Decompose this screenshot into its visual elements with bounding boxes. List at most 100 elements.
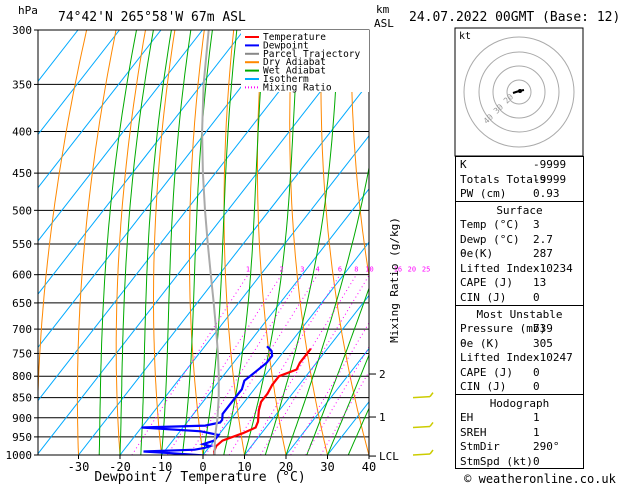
wet-adiabat bbox=[264, 30, 340, 455]
legend-label: Temperature bbox=[263, 32, 326, 43]
wet-adiabat bbox=[327, 353, 369, 455]
surface-key: Temp (°C) bbox=[460, 218, 520, 231]
km-axis: 1 2 LCL bbox=[368, 30, 399, 463]
mixing-ratio-line bbox=[305, 345, 369, 455]
series-line-temperature bbox=[212, 348, 312, 455]
copyright: © weatheronline.co.uk bbox=[464, 472, 616, 486]
isotherm bbox=[38, 30, 120, 136]
isotherm bbox=[244, 294, 369, 455]
wind-barb-tick bbox=[429, 422, 434, 427]
x-tick-label: 30 bbox=[320, 460, 334, 474]
legend-label: Parcel Trajectory bbox=[263, 49, 361, 60]
location-title: 74°42'N 265°58'W 67m ASL bbox=[58, 10, 246, 25]
surface-key: CAPE (J) bbox=[460, 276, 513, 290]
surface-row: Dewp (°C) 2.7 bbox=[456, 233, 583, 248]
surface-key: Lifted Index bbox=[460, 261, 540, 275]
y-tick-label: 800 bbox=[12, 370, 32, 383]
y-tick-label: 1000 bbox=[6, 449, 33, 462]
dry-adiabat bbox=[223, 30, 245, 455]
mixing-ratio-line bbox=[290, 322, 369, 455]
hodograph-table-value: 0 bbox=[533, 454, 540, 468]
series-line-dewpoint bbox=[141, 345, 274, 455]
most-unstable-key: Pressure (mb) bbox=[460, 322, 547, 335]
wind-barb bbox=[412, 453, 431, 456]
y-tick-label: 650 bbox=[12, 297, 32, 310]
hpa-label: hPa bbox=[18, 4, 38, 17]
most-unstable-key: CAPE (J) bbox=[460, 365, 513, 379]
mixing-ratio-line bbox=[260, 274, 369, 455]
legend-label: Mixing Ratio bbox=[263, 82, 332, 93]
most-unstable-row: CAPE (J) 0 bbox=[456, 366, 583, 381]
dry-adiabat bbox=[350, 30, 369, 279]
most-unstable-value: 0 bbox=[533, 365, 540, 379]
hodograph-table-value: 290° bbox=[533, 440, 560, 454]
y-tick-label: 950 bbox=[12, 431, 32, 444]
mixing-ratio-line bbox=[228, 274, 341, 455]
wet-adiabat bbox=[161, 30, 192, 455]
surface-title: Surface bbox=[496, 204, 543, 217]
x-tick-label: -20 bbox=[109, 460, 131, 474]
most-unstable-value: 739 bbox=[533, 322, 553, 335]
chart-series bbox=[141, 30, 312, 455]
most-unstable-row: Lifted Index -10247 bbox=[456, 351, 583, 366]
legend-label: Dewpoint bbox=[263, 40, 309, 51]
x-tick-label: 10 bbox=[237, 460, 251, 474]
mixing-ratio-line bbox=[320, 370, 369, 455]
y-tick-label: 600 bbox=[12, 269, 32, 282]
isotherm bbox=[38, 30, 369, 455]
most-unstable-key: CIN (J) bbox=[460, 380, 507, 394]
km-tick-label: LCL bbox=[379, 450, 399, 463]
mixing-ratio-line bbox=[205, 274, 319, 455]
surface-row: CAPE (J) 13 bbox=[456, 276, 583, 291]
dry-adiabat bbox=[587, 30, 629, 455]
wind-barb bbox=[412, 395, 431, 399]
dry-adiabat bbox=[289, 30, 328, 455]
y-tick-label: 300 bbox=[12, 24, 32, 37]
wind-barb bbox=[412, 425, 431, 429]
y-tick-label: 750 bbox=[12, 347, 32, 360]
indices-panel: K -9999 Totals Totals -9999 PW (cm) 0.93 bbox=[455, 156, 584, 203]
isotherm bbox=[119, 134, 369, 455]
most-unstable-title: Most Unstable bbox=[476, 308, 563, 321]
isotherm bbox=[38, 30, 203, 242]
km-tick-label: 2 bbox=[379, 368, 386, 381]
hodograph-table-row: SREH 1 bbox=[456, 426, 583, 441]
surface-value: -10234 bbox=[533, 261, 573, 275]
mixing-ratio-label: 8 bbox=[354, 266, 358, 274]
surface-value: 3 bbox=[533, 218, 540, 231]
dry-adiabat bbox=[616, 30, 629, 455]
hodograph-center bbox=[518, 89, 522, 93]
mixing-ratio-label: 4 bbox=[316, 266, 320, 274]
hodograph-table-key: StmDir bbox=[460, 440, 500, 454]
y-tick-label: 700 bbox=[12, 323, 32, 336]
y-tick-label: 550 bbox=[12, 238, 32, 251]
dry-adiabat bbox=[320, 30, 369, 455]
hodograph-ring bbox=[478, 51, 560, 133]
dry-adiabat bbox=[153, 30, 176, 455]
isotherm bbox=[38, 30, 162, 189]
hodograph-table-row: EH 1 bbox=[456, 411, 583, 426]
isotherm bbox=[285, 347, 369, 455]
index-key: K bbox=[460, 158, 467, 171]
y-tick-label: 450 bbox=[12, 167, 32, 180]
index-value: -9999 bbox=[533, 172, 567, 186]
y-tick-label: 350 bbox=[12, 78, 32, 91]
legend-bg bbox=[241, 30, 369, 92]
y-tick-label: 900 bbox=[12, 412, 32, 425]
mixing-ratio-label: 6 bbox=[338, 266, 342, 274]
wet-adiabat bbox=[244, 30, 300, 455]
surface-value: 2.7 bbox=[533, 232, 553, 246]
surface-row: Lifted Index -10234 bbox=[456, 262, 583, 277]
hodograph-table-value: 1 bbox=[533, 411, 540, 424]
hodograph-table-key: SREH bbox=[460, 425, 487, 439]
hodograph-table-panel: Hodograph EH 1 SREH 1 StmDir 290° StmSpd (kt) 0 bbox=[455, 394, 584, 469]
mixing-ratio-labels: 12346810162025 bbox=[246, 266, 430, 274]
most-unstable-value: 305 bbox=[533, 336, 553, 350]
dry-adiabat bbox=[76, 30, 117, 455]
mixing-ratio-axis-label: Mixing Ratio (g/kg) bbox=[388, 217, 401, 343]
hodograph-ring bbox=[492, 65, 546, 119]
x-tick-label: 40 bbox=[362, 460, 376, 474]
most-unstable-value: -10247 bbox=[533, 351, 573, 365]
hodograph-table-key: StmSpd (kt) bbox=[460, 454, 533, 468]
wet-adiabat bbox=[202, 30, 238, 455]
